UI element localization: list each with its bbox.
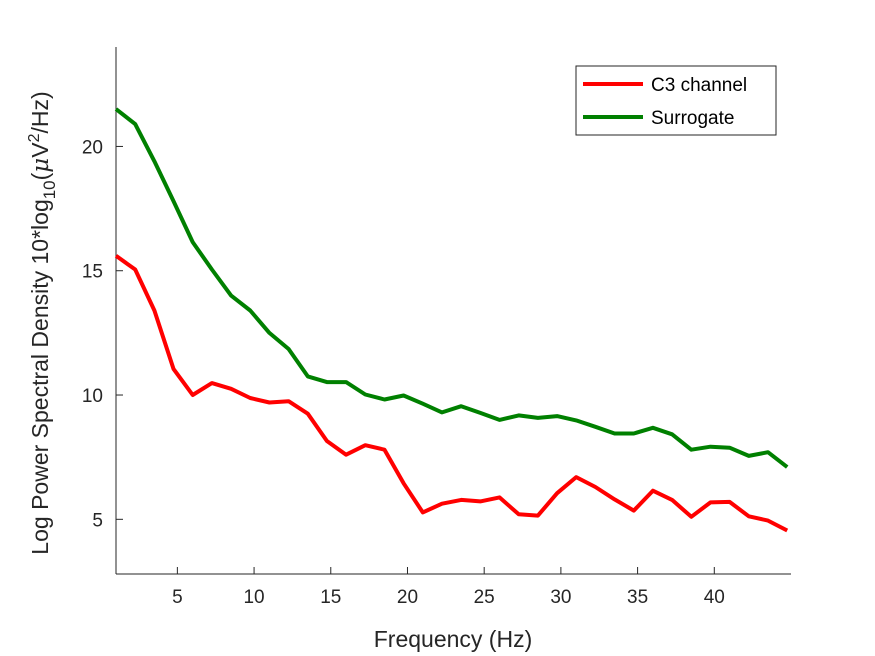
x-tick-label: 5 <box>172 587 183 608</box>
x-tick-label: 35 <box>627 587 648 608</box>
x-axis-ticks: 5 10 15 20 25 30 35 40 <box>172 567 725 608</box>
series-line-c3-channel <box>114 254 789 533</box>
series-lines <box>114 107 789 533</box>
y-tick-label: 10 <box>82 386 103 407</box>
x-tick-label: 10 <box>243 587 264 608</box>
y-tick-label: 20 <box>82 137 103 158</box>
y-tick-label: 15 <box>82 262 103 283</box>
y-tick-label: 5 <box>92 510 103 531</box>
legend-box <box>575 65 777 136</box>
x-tick-label: 25 <box>474 587 495 608</box>
x-tick-label: 30 <box>550 587 571 608</box>
legend-label-surrogate: Surrogate <box>651 108 734 129</box>
x-tick-label: 20 <box>397 587 418 608</box>
x-axis-title: Frequency (Hz) <box>374 626 532 652</box>
y-axis-ticks: 5 10 15 20 <box>82 137 123 531</box>
legend: C3 channel Surrogate <box>575 65 777 136</box>
x-tick-label: 40 <box>704 587 725 608</box>
axes <box>115 47 791 575</box>
legend-label-c3: C3 channel <box>651 75 747 96</box>
x-tick-label: 15 <box>320 587 341 608</box>
y-axis-title: Log Power Spectral Density 10*log10(μV2/… <box>26 91 59 554</box>
series-line-surrogate <box>114 107 789 469</box>
